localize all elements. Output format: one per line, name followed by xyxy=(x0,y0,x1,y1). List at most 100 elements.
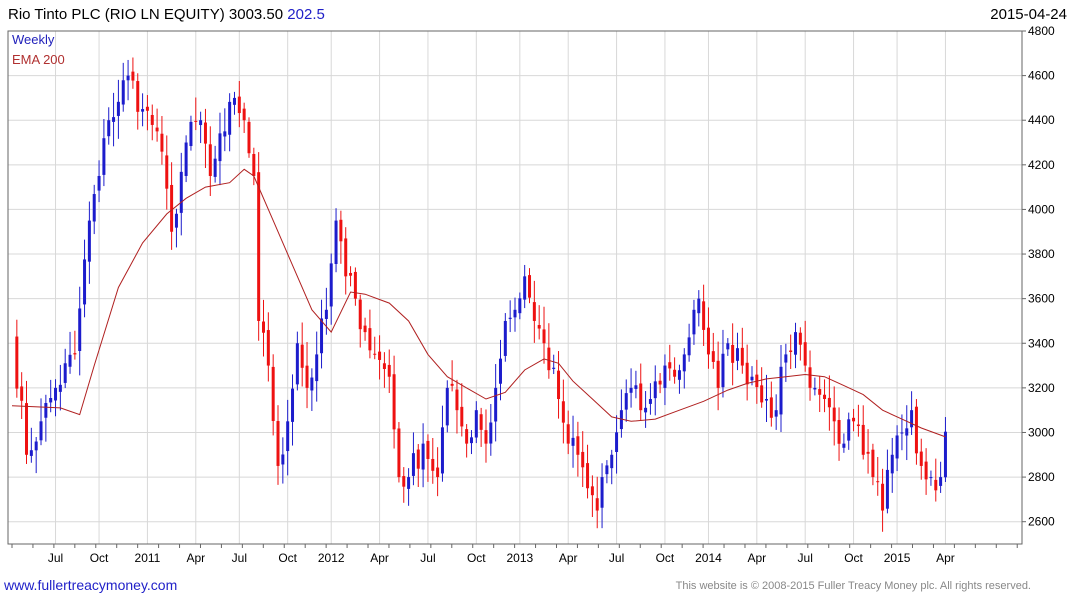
x-tick-label: Jul xyxy=(232,551,247,565)
plot-frame xyxy=(7,30,1023,545)
candle xyxy=(823,379,827,413)
candle xyxy=(242,102,246,133)
y-tick-label: 3200 xyxy=(1028,381,1055,395)
candle xyxy=(49,379,53,413)
candle xyxy=(392,355,396,449)
x-tick-label: 2011 xyxy=(135,551,161,565)
candle xyxy=(876,457,880,496)
candle xyxy=(910,391,914,435)
x-tick-label: Jul xyxy=(609,551,624,565)
x-tick-label: Oct xyxy=(844,551,863,565)
candle xyxy=(687,323,691,362)
candle xyxy=(615,415,619,474)
candle xyxy=(78,286,82,376)
candle xyxy=(460,383,464,437)
candle xyxy=(827,375,831,431)
candle xyxy=(358,294,362,348)
candle xyxy=(281,437,285,484)
candle xyxy=(518,292,522,320)
candle xyxy=(576,421,580,477)
candle xyxy=(711,332,715,369)
candle xyxy=(378,335,382,380)
x-tick-label: Apr xyxy=(370,551,389,565)
candle xyxy=(779,345,783,432)
candle xyxy=(682,348,686,389)
candle xyxy=(252,147,256,186)
x-tick-label: Oct xyxy=(278,551,297,565)
candle xyxy=(818,375,822,412)
candle xyxy=(184,135,188,183)
candle xyxy=(866,429,870,474)
website-link[interactable]: www.fullertreacymoney.com xyxy=(4,577,178,593)
candle xyxy=(808,350,812,401)
candle xyxy=(677,364,681,394)
candle xyxy=(136,73,140,130)
candle xyxy=(218,112,222,186)
y-tick-label: 4600 xyxy=(1028,69,1055,83)
candle xyxy=(165,135,169,210)
y-tick-label: 2600 xyxy=(1028,515,1055,529)
candle xyxy=(353,267,357,306)
y-tick-label: 4800 xyxy=(1028,24,1055,38)
chart-date: 2015-04-24 xyxy=(990,6,1067,23)
candle xyxy=(382,352,386,388)
candle xyxy=(905,405,909,461)
candle xyxy=(407,468,411,506)
candle xyxy=(223,108,227,152)
candle xyxy=(557,351,561,419)
candle xyxy=(895,425,899,472)
y-tick-label: 4200 xyxy=(1028,158,1055,172)
candle xyxy=(885,449,889,514)
candle xyxy=(416,444,420,488)
candle xyxy=(160,116,164,165)
candle xyxy=(344,227,348,295)
candle xyxy=(179,152,183,236)
candle xyxy=(692,299,696,345)
candle xyxy=(271,354,275,436)
candle xyxy=(363,317,367,341)
x-tick-label: Oct xyxy=(90,551,109,565)
candle xyxy=(150,104,154,141)
ema-200-line xyxy=(11,168,946,438)
candle xyxy=(523,264,527,309)
candle xyxy=(595,476,599,529)
candle xyxy=(924,448,928,495)
x-tick-label: Oct xyxy=(467,551,486,565)
candle xyxy=(624,379,628,422)
candle xyxy=(291,374,295,446)
candle xyxy=(141,93,145,127)
candle xyxy=(943,417,947,483)
candle xyxy=(837,407,841,461)
candle xyxy=(494,364,498,442)
candle xyxy=(83,239,87,318)
candle xyxy=(934,458,938,502)
candle xyxy=(794,322,798,369)
candle xyxy=(25,380,29,464)
candle xyxy=(131,57,135,89)
candle xyxy=(697,290,701,327)
last-price: 3003.50 xyxy=(228,6,284,23)
candle xyxy=(489,403,493,456)
candle xyxy=(339,210,343,264)
x-tick-label: Oct xyxy=(656,551,675,565)
candle xyxy=(668,344,672,381)
candle xyxy=(929,470,933,486)
x-tick-label: Jul xyxy=(798,551,813,565)
candle xyxy=(286,399,290,476)
candle xyxy=(726,338,730,356)
candle xyxy=(513,297,517,332)
x-tick-label: Jul xyxy=(420,551,435,565)
candle xyxy=(648,383,652,415)
candle xyxy=(639,363,643,421)
x-tick-label: Apr xyxy=(186,551,205,565)
x-tick-label: 2013 xyxy=(506,551,533,565)
candle xyxy=(266,312,270,382)
security-name: Rio Tinto PLC (RIO LN EQUITY) xyxy=(8,6,225,23)
y-tick-label: 3600 xyxy=(1028,292,1055,306)
candle xyxy=(208,126,212,196)
candle xyxy=(20,372,24,420)
candle xyxy=(735,332,739,371)
candle xyxy=(508,300,512,333)
candle xyxy=(813,377,817,396)
candle xyxy=(498,339,502,401)
